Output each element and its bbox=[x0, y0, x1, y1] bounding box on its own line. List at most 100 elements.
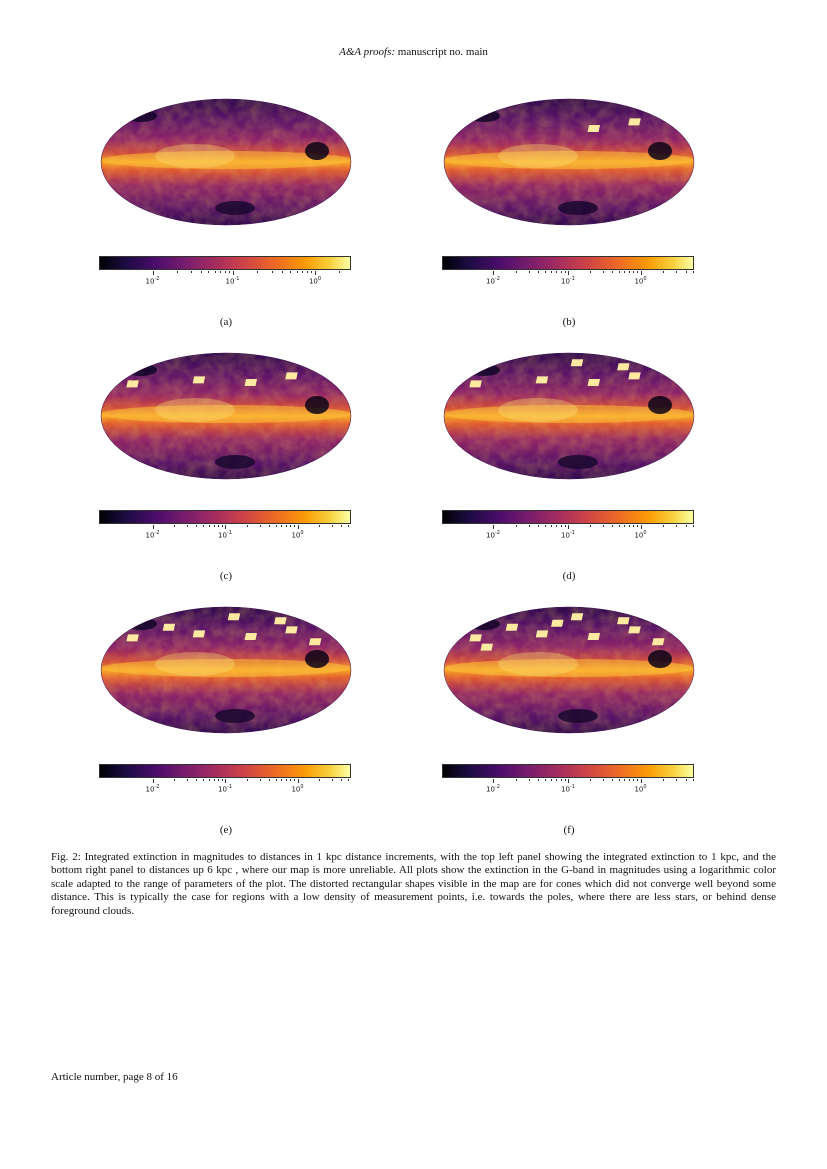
colorbar-minor-tick bbox=[685, 525, 687, 527]
colorbar-minor-tick bbox=[545, 271, 547, 273]
colorbar-minor-tick bbox=[246, 525, 248, 527]
page-footer: Article number, page 8 of 16 bbox=[51, 1071, 178, 1083]
colorbar-minor-tick bbox=[602, 271, 604, 273]
colorbar-minor-tick bbox=[213, 525, 215, 527]
colorbar-minor-tick bbox=[259, 525, 261, 527]
colorbar-minor-tick bbox=[341, 779, 343, 781]
colorbar-minor-tick bbox=[556, 271, 558, 273]
unconverged-cone-patch bbox=[570, 613, 584, 621]
colorbar-minor-tick bbox=[637, 525, 639, 527]
colorbar-minor-tick bbox=[311, 271, 313, 273]
colorbar-minor-tick bbox=[332, 779, 334, 781]
colorbar-minor-tick bbox=[187, 779, 189, 781]
colorbar: 10-2 10-1 100 bbox=[442, 256, 694, 285]
unconverged-cone-patch bbox=[628, 372, 641, 380]
unconverged-cone-patch bbox=[480, 643, 493, 651]
colorbar-minor-tick bbox=[560, 525, 562, 527]
colorbar-minor-tick bbox=[307, 271, 308, 273]
unconverged-cone-patch bbox=[308, 638, 322, 646]
unconverged-cone-patch bbox=[285, 626, 298, 634]
figure-panel: 10-2 10-1 100 (f) bbox=[438, 604, 700, 844]
colorbar-minor-tick bbox=[560, 779, 562, 781]
colorbar-minor-tick bbox=[341, 525, 343, 527]
unconverged-cone-patch bbox=[469, 634, 482, 642]
journal-name: A&A proofs: bbox=[339, 46, 396, 58]
figure-caption: Fig. 2: Integrated extinction in magnitu… bbox=[51, 851, 776, 917]
colorbar-minor-tick bbox=[618, 271, 620, 273]
unconverged-cone-patch bbox=[469, 380, 482, 388]
colorbar-minor-tick bbox=[545, 525, 547, 527]
figure-panel: 10-2 10-1 100 (c) bbox=[95, 350, 357, 590]
colorbar-minor-tick bbox=[282, 271, 284, 273]
colorbar-tick-label: 10-1 bbox=[225, 276, 240, 286]
figure-panel: 10-2 10-1 100 (d) bbox=[438, 350, 700, 590]
colorbar-minor-tick bbox=[692, 271, 694, 273]
colorbar-minor-tick bbox=[637, 271, 639, 273]
colorbar-tick-label: 10-2 bbox=[145, 784, 160, 794]
colorbar-minor-tick bbox=[203, 779, 205, 781]
figure-panel: 10-2 10-1 100 (a) bbox=[95, 96, 357, 336]
colorbar-minor-tick bbox=[208, 525, 210, 527]
colorbar: 10-2 10-1 100 bbox=[99, 510, 351, 539]
unconverged-cone-patch bbox=[162, 623, 176, 631]
colorbar-minor-tick bbox=[556, 525, 558, 527]
colorbar-minor-tick bbox=[663, 779, 665, 781]
colorbar-minor-tick bbox=[332, 525, 334, 527]
colorbar-tick bbox=[568, 271, 569, 275]
colorbar-minor-tick bbox=[203, 525, 205, 527]
colorbar-minor-tick bbox=[196, 525, 198, 527]
colorbar-minor-tick bbox=[217, 779, 219, 781]
colorbar-minor-tick bbox=[538, 525, 540, 527]
colorbar-tick-label: 100 bbox=[308, 276, 322, 286]
colorbar-tick-label: 100 bbox=[634, 276, 647, 286]
colorbar: 10-2 10-1 100 bbox=[99, 256, 351, 285]
colorbar-minor-tick bbox=[564, 779, 566, 781]
colorbar-minor-tick bbox=[564, 525, 566, 527]
colorbar-tick-label: 10-2 bbox=[486, 530, 500, 540]
unconverged-cone-patch bbox=[628, 626, 641, 634]
colorbar-tick bbox=[152, 779, 154, 783]
colorbar-minor-tick bbox=[214, 271, 216, 273]
colorbar-tick bbox=[493, 525, 494, 529]
colorbar-tick bbox=[225, 779, 226, 783]
unconverged-cone-patch bbox=[274, 617, 287, 625]
colorbar-minor-tick bbox=[545, 779, 547, 781]
colorbar-minor-tick bbox=[220, 271, 222, 273]
colorbar: 10-2 10-1 100 bbox=[99, 764, 351, 793]
colorbar-tick-label: 10-2 bbox=[145, 276, 160, 286]
figure-panel: 10-2 10-1 100 (e) bbox=[95, 604, 357, 844]
colorbar-tick-label: 10-2 bbox=[486, 784, 500, 794]
colorbar-minor-tick bbox=[538, 779, 540, 781]
unconverged-cone-patch bbox=[192, 630, 206, 638]
colorbar-minor-tick bbox=[208, 271, 210, 273]
colorbar-tick-label: 10-1 bbox=[561, 530, 575, 540]
colorbar-tick bbox=[568, 525, 569, 529]
colorbar-minor-tick bbox=[589, 271, 591, 273]
colorbar-minor-tick bbox=[602, 779, 604, 781]
colorbar-minor-tick bbox=[515, 271, 517, 273]
colorbar-tick bbox=[152, 271, 154, 275]
colorbar-minor-tick bbox=[257, 271, 259, 273]
colorbar-minor-tick bbox=[560, 271, 562, 273]
colorbar-tick-label: 10-1 bbox=[218, 784, 232, 794]
colorbar-minor-tick bbox=[611, 271, 613, 273]
colorbar-minor-tick bbox=[246, 779, 248, 781]
colorbar-minor-tick bbox=[589, 525, 591, 527]
colorbar-tick-label: 10-1 bbox=[561, 276, 575, 286]
colorbar-tick bbox=[493, 779, 494, 783]
colorbar-minor-tick bbox=[551, 779, 553, 781]
colorbar-minor-tick bbox=[633, 525, 635, 527]
unconverged-cone-patch bbox=[535, 630, 549, 638]
colorbar-minor-tick bbox=[281, 779, 283, 781]
colorbar-minor-tick bbox=[286, 525, 288, 527]
colorbar-minor-tick bbox=[217, 525, 219, 527]
colorbar-minor-tick bbox=[271, 271, 273, 273]
colorbar-minor-tick bbox=[551, 271, 553, 273]
colorbar-minor-tick bbox=[556, 779, 558, 781]
colorbar-minor-tick bbox=[692, 779, 694, 781]
colorbar-tick bbox=[232, 271, 234, 275]
colorbar-minor-tick bbox=[528, 271, 530, 273]
colorbar-tick bbox=[297, 525, 299, 529]
extinction-map bbox=[443, 352, 695, 480]
colorbar-minor-tick bbox=[624, 271, 626, 273]
